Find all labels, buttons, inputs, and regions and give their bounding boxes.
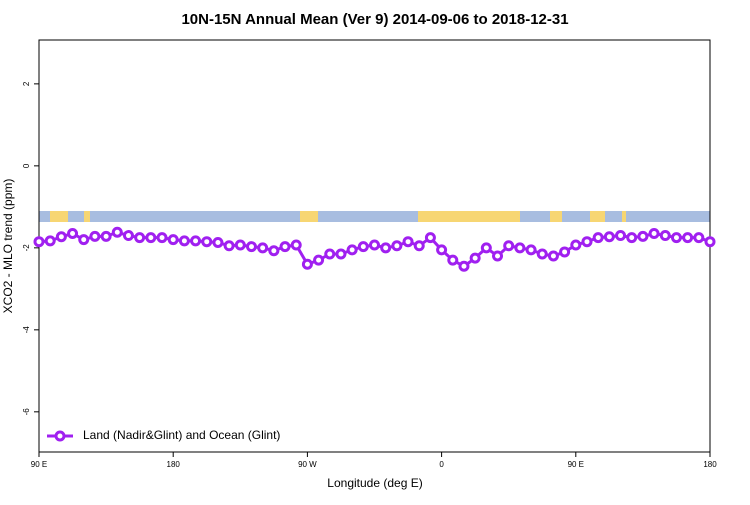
data-point — [223, 240, 235, 252]
data-point — [33, 236, 45, 248]
land-strip — [590, 211, 605, 222]
data-point — [391, 240, 403, 252]
data-point — [380, 242, 392, 254]
x-axis-label: Longitude (deg E) — [327, 476, 422, 490]
land-strip — [622, 211, 626, 222]
y-tick-label: -2 — [22, 244, 31, 252]
data-point — [559, 246, 571, 258]
data-point — [402, 236, 414, 248]
chart-title: 10N-15N Annual Mean (Ver 9) 2014-09-06 t… — [181, 11, 568, 28]
x-tick-label: 90 E — [31, 460, 47, 469]
data-point — [592, 232, 604, 244]
x-tick-label: 90 W — [298, 460, 317, 469]
data-point — [492, 250, 504, 262]
land-mask — [39, 211, 710, 222]
land-strip — [550, 211, 562, 222]
data-point — [424, 232, 436, 244]
data-point — [581, 236, 593, 248]
data-point — [637, 230, 649, 242]
data-point — [346, 244, 358, 256]
data-point — [212, 237, 224, 249]
data-point — [55, 231, 67, 243]
y-axis-label: XCO2 - MLO trend (ppm) — [1, 179, 15, 314]
data-point — [369, 239, 380, 251]
ocean-strip — [39, 211, 710, 222]
data-point — [201, 236, 213, 248]
data-point — [301, 258, 313, 270]
data-point — [603, 231, 615, 243]
land-strip — [418, 211, 520, 222]
x-tick-label: 180 — [167, 460, 181, 469]
data-point — [89, 230, 101, 242]
land-strip — [50, 211, 68, 222]
data-point — [44, 235, 56, 247]
y-tick-label: -6 — [22, 408, 31, 416]
data-point — [525, 244, 537, 256]
data-point — [190, 235, 202, 247]
data-point — [245, 241, 257, 253]
legend-marker — [54, 430, 66, 442]
y-tick-label: 0 — [22, 163, 31, 168]
data-point — [547, 250, 559, 262]
data-point — [234, 239, 246, 251]
x-tick-label: 90 E — [568, 460, 584, 469]
data-point — [279, 241, 291, 253]
data-point — [447, 254, 459, 266]
data-point — [335, 248, 347, 260]
data-point — [413, 240, 425, 252]
data-point — [626, 232, 638, 244]
data-point — [469, 252, 481, 264]
legend-label: Land (Nadir&Glint) and Ocean (Glint) — [83, 428, 280, 442]
data-point — [67, 227, 79, 239]
data-point — [324, 248, 336, 260]
data-point — [670, 232, 682, 244]
data-point — [480, 242, 492, 254]
data-point — [659, 230, 671, 242]
data-point — [122, 230, 134, 242]
data-point — [458, 260, 470, 272]
data-point — [178, 235, 190, 247]
x-tick-label: 0 — [439, 460, 444, 469]
y-tick-label: -4 — [22, 326, 31, 334]
data-point — [167, 234, 179, 246]
data-point — [111, 226, 123, 238]
data-point — [313, 254, 325, 266]
land-strip — [300, 211, 318, 222]
data-point — [268, 245, 280, 257]
data-point — [648, 227, 660, 239]
data-point — [145, 232, 157, 244]
y-tick-label: 2 — [22, 81, 31, 86]
data-point — [682, 232, 694, 244]
data-point — [134, 232, 146, 244]
data-point — [693, 232, 705, 244]
data-point — [357, 241, 369, 253]
data-point — [615, 230, 627, 242]
data-point — [436, 244, 448, 256]
x-tick-label: 180 — [703, 460, 717, 469]
data-point — [536, 248, 548, 260]
data-point — [503, 240, 515, 252]
data-point — [257, 242, 269, 254]
data-point — [78, 234, 90, 246]
data-point — [570, 239, 582, 251]
data-point — [514, 242, 526, 254]
land-strip — [84, 211, 90, 222]
data-point — [290, 239, 302, 251]
data-point — [156, 232, 168, 244]
data-point — [704, 236, 716, 248]
data-point — [100, 230, 112, 242]
